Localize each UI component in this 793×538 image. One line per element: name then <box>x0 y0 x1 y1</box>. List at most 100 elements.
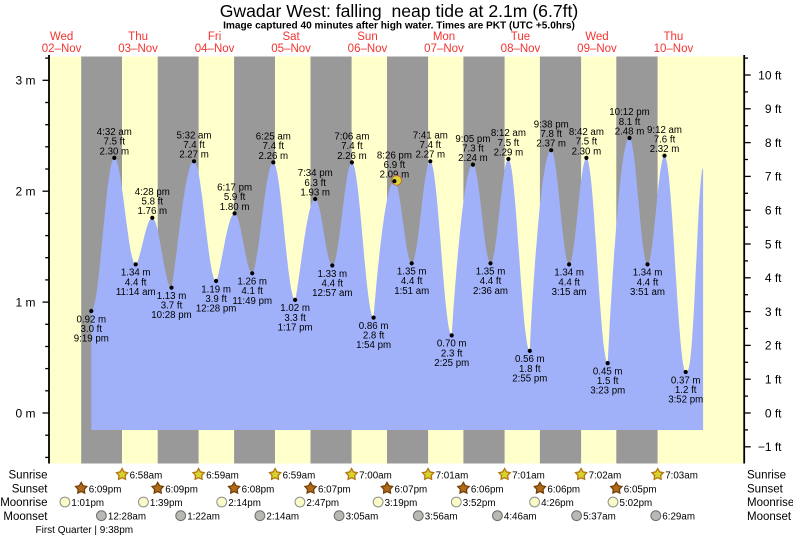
svg-text:11:49 pm: 11:49 pm <box>232 296 272 307</box>
svg-text:6:25 am: 6:25 am <box>256 132 291 143</box>
svg-text:2:36 am: 2:36 am <box>473 286 508 297</box>
svg-text:2 m: 2 m <box>15 185 35 199</box>
svg-text:0.70 m: 0.70 m <box>437 339 467 350</box>
svg-text:1:39pm: 1:39pm <box>150 498 183 509</box>
svg-text:2:25 pm: 2:25 pm <box>434 358 469 369</box>
svg-text:8:26 pm: 8:26 pm <box>377 150 412 161</box>
svg-text:Sunrise: Sunrise <box>747 470 786 482</box>
svg-text:5:37am: 5:37am <box>583 512 616 523</box>
svg-text:4 ft: 4 ft <box>765 271 782 285</box>
svg-text:0.92 m: 0.92 m <box>76 314 106 325</box>
svg-text:4.4 ft: 4.4 ft <box>401 276 423 287</box>
svg-text:1.93 m: 1.93 m <box>300 187 330 198</box>
svg-text:Thu: Thu <box>663 31 683 43</box>
svg-text:4.4 ft: 4.4 ft <box>125 277 147 288</box>
svg-text:3.9 ft: 3.9 ft <box>205 294 227 305</box>
svg-text:4.4 ft: 4.4 ft <box>480 276 502 287</box>
svg-text:2.48 m: 2.48 m <box>615 126 645 137</box>
svg-text:10–Nov: 10–Nov <box>654 43 694 55</box>
svg-text:9:05 pm: 9:05 pm <box>455 134 490 145</box>
svg-text:11:14 am: 11:14 am <box>116 287 156 298</box>
svg-text:1.2 ft: 1.2 ft <box>675 385 697 396</box>
svg-text:7:34 pm: 7:34 pm <box>298 168 333 179</box>
svg-text:Moonrise: Moonrise <box>747 497 793 509</box>
svg-text:Image captured 40 minutes afte: Image captured 40 minutes after high wat… <box>223 21 575 32</box>
svg-text:4.4 ft: 4.4 ft <box>558 277 580 288</box>
svg-text:12:28am: 12:28am <box>108 512 146 523</box>
svg-text:2:55 pm: 2:55 pm <box>512 373 547 384</box>
svg-text:2.24 m: 2.24 m <box>458 153 488 164</box>
svg-text:9 ft: 9 ft <box>765 102 782 116</box>
svg-text:1.8 ft: 1.8 ft <box>519 364 541 375</box>
svg-text:1.13 m: 1.13 m <box>157 291 187 302</box>
svg-text:2.8 ft: 2.8 ft <box>363 331 385 342</box>
svg-text:7.8 ft: 7.8 ft <box>540 129 562 140</box>
svg-text:4:46am: 4:46am <box>504 512 537 523</box>
svg-text:3 m: 3 m <box>15 74 35 88</box>
svg-text:5:02pm: 5:02pm <box>620 498 653 509</box>
svg-text:4.4 ft: 4.4 ft <box>322 278 344 289</box>
svg-text:6:17 pm: 6:17 pm <box>217 183 252 194</box>
svg-text:First Quarter | 9:38pm: First Quarter | 9:38pm <box>36 525 134 536</box>
svg-text:1.34 m: 1.34 m <box>633 268 663 279</box>
svg-text:03–Nov: 03–Nov <box>118 43 158 55</box>
svg-text:Moonset: Moonset <box>747 511 792 523</box>
svg-text:Sun: Sun <box>357 31 377 43</box>
svg-text:Sunset: Sunset <box>12 484 49 496</box>
svg-text:1:22am: 1:22am <box>187 512 220 523</box>
svg-text:6:09pm: 6:09pm <box>165 484 198 495</box>
svg-text:6:05pm: 6:05pm <box>624 484 657 495</box>
svg-text:Sunrise: Sunrise <box>9 470 48 482</box>
svg-text:1.80 m: 1.80 m <box>220 202 250 213</box>
svg-text:07–Nov: 07–Nov <box>424 43 464 55</box>
svg-text:1.35 m: 1.35 m <box>397 267 427 278</box>
svg-text:9:12 am: 9:12 am <box>647 125 682 136</box>
svg-text:1.26 m: 1.26 m <box>237 277 267 288</box>
svg-text:6.3 ft: 6.3 ft <box>304 178 326 189</box>
svg-text:Sat: Sat <box>282 31 300 43</box>
svg-text:2.30 m: 2.30 m <box>572 146 602 157</box>
svg-text:0 ft: 0 ft <box>765 406 782 420</box>
svg-text:3:52pm: 3:52pm <box>463 498 496 509</box>
svg-text:Moonset: Moonset <box>3 511 48 523</box>
svg-text:2.3 ft: 2.3 ft <box>441 348 463 359</box>
svg-text:2:14pm: 2:14pm <box>228 498 261 509</box>
svg-text:6:06pm: 6:06pm <box>471 484 504 495</box>
svg-text:10 ft: 10 ft <box>758 68 782 82</box>
svg-text:7.5 ft: 7.5 ft <box>576 137 598 148</box>
svg-text:6:59am: 6:59am <box>206 471 239 482</box>
svg-text:10:12 pm: 10:12 pm <box>609 107 649 118</box>
svg-text:3:52 pm: 3:52 pm <box>668 395 703 406</box>
svg-text:0.86 m: 0.86 m <box>359 321 389 332</box>
svg-text:7.4 ft: 7.4 ft <box>263 141 285 152</box>
svg-text:7:03am: 7:03am <box>665 471 698 482</box>
svg-text:6:07pm: 6:07pm <box>318 484 351 495</box>
svg-text:1.76 m: 1.76 m <box>137 206 167 217</box>
svg-text:7:02am: 7:02am <box>589 471 622 482</box>
svg-text:5:32 am: 5:32 am <box>176 131 211 142</box>
svg-text:1:51 am: 1:51 am <box>394 286 429 297</box>
svg-text:7:41 am: 7:41 am <box>413 131 448 142</box>
svg-text:05–Nov: 05–Nov <box>271 43 311 55</box>
svg-text:6:08pm: 6:08pm <box>242 484 275 495</box>
svg-text:7 ft: 7 ft <box>765 170 782 184</box>
svg-text:4:26pm: 4:26pm <box>541 498 574 509</box>
svg-text:8.1 ft: 8.1 ft <box>619 117 641 128</box>
svg-text:2 ft: 2 ft <box>765 339 782 353</box>
svg-text:6 ft: 6 ft <box>765 204 782 218</box>
svg-text:8:42 am: 8:42 am <box>569 127 604 138</box>
svg-text:Wed: Wed <box>50 31 73 43</box>
svg-text:0.45 m: 0.45 m <box>593 366 623 377</box>
svg-text:5.8 ft: 5.8 ft <box>142 197 164 208</box>
svg-text:2.37 m: 2.37 m <box>536 139 566 150</box>
svg-text:Sunset: Sunset <box>747 484 784 496</box>
svg-text:6:06pm: 6:06pm <box>547 484 580 495</box>
svg-text:8:12 am: 8:12 am <box>491 128 526 139</box>
svg-text:Wed: Wed <box>585 31 608 43</box>
svg-text:3.3 ft: 3.3 ft <box>284 313 306 324</box>
svg-text:6.9 ft: 6.9 ft <box>384 160 406 171</box>
svg-text:6:59am: 6:59am <box>283 471 316 482</box>
svg-text:2.32 m: 2.32 m <box>650 144 680 155</box>
svg-text:7.4 ft: 7.4 ft <box>183 140 205 151</box>
svg-text:5 ft: 5 ft <box>765 237 782 251</box>
